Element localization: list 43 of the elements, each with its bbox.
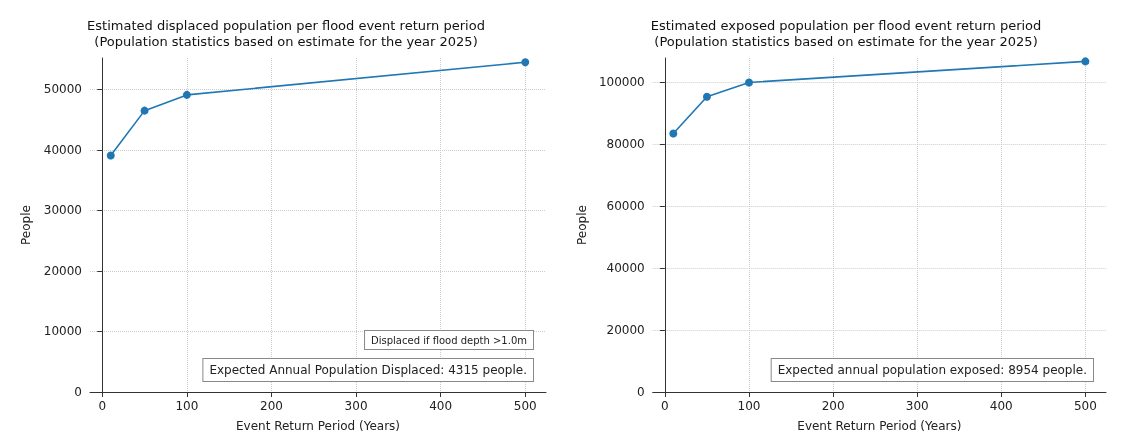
point [521,58,530,67]
annotation: Displaced if flood depth >1.0m [371,334,527,346]
y-tick-label: 20000 [606,323,645,338]
x-tick-label: 100 [175,399,199,413]
point [182,90,191,99]
x-tick-label: 400 [989,399,1013,413]
y-tick-label: 80000 [606,137,645,152]
y-tick-label: 40000 [606,261,645,276]
x-tick-label: 300 [905,399,929,413]
chart-title: Estimated exposed population per flood event return period [650,17,1042,33]
annotation: Expected annual population exposed: 8954 people. [777,363,1087,377]
point [669,129,678,138]
chart-subtitle: (Population statistics based on estimate for the year 2025) [654,33,1038,49]
x-tick-label: 0 [661,399,669,413]
y-tick-label: 30000 [43,203,82,218]
x-tick-label: 300 [344,399,368,413]
x-axis-title: Event Return Period (Years) [235,419,401,433]
y-tick-label: 60000 [606,199,645,214]
point [1081,57,1090,66]
y-tick-label: 40000 [43,142,82,157]
x-tick-label: 500 [513,399,537,413]
x-axis-title: Event Return Period (Years) [797,419,962,433]
chart-subtitle: (Population statistics based on estimate for the year 2025) [94,33,478,49]
point [702,92,711,101]
y-tick-label: 0 [74,385,82,399]
x-tick-label: 0 [98,399,107,413]
y-axis-title: People [575,205,589,245]
x-tick-label: 200 [821,399,845,413]
y-tick-label: 0 [637,385,645,399]
y-tick-label: 10000 [43,324,82,339]
x-tick-label: 400 [429,399,453,413]
x-tick-label: 100 [737,399,761,413]
chart-title: Estimated displaced population per flood event return period [87,17,485,33]
x-tick-label: 500 [1073,399,1097,413]
point [745,78,753,87]
y-tick-label: 20000 [43,263,82,278]
point [140,106,149,115]
annotation: Expected Annual Population Displaced: 4315 people. [209,363,528,377]
x-tick-label: 200 [260,399,283,413]
point [106,151,115,160]
y-tick-label: 100000 [598,75,645,90]
y-axis-title: People [19,205,33,245]
y-tick-label: 50000 [43,82,82,97]
